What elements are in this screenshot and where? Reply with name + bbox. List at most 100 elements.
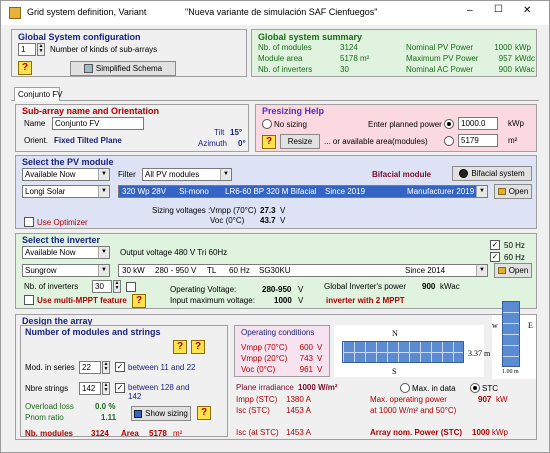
help-icon[interactable]: ? [132,294,146,308]
inverter-manufacturer-select[interactable]: Sungrow ▼ [22,264,110,277]
pv-availability-select[interactable]: Available Now ▼ [22,168,110,181]
simplified-schema-button[interactable]: Simplified Schema [70,61,176,76]
area-unit: m² [173,429,183,438]
help-icon[interactable]: ? [262,135,276,149]
close-icon[interactable]: ✕ [523,5,532,16]
series-spinner[interactable]: ▲ ▼ [102,361,110,374]
inverter-availability-select[interactable]: Available Now ▼ [22,246,110,259]
kinds-of-subarrays-input[interactable]: 1 [18,43,36,56]
tab-conjunto-fv[interactable]: Conjunto FV [14,87,62,101]
pnom-value: 1.11 [101,413,117,422]
area-unit: m² [508,136,518,145]
planned-power-input[interactable]: 1000.0 [458,117,498,130]
hz50-label: 50 Hz [504,241,525,250]
isc-value: 1453 A [286,406,311,415]
help-icon[interactable]: ? [173,340,187,354]
nb-inverters-spinner[interactable]: ▲ ▼ [113,280,121,293]
available-area-input[interactable]: 5179 [458,134,498,147]
enter-power-label: Enter planned power [368,120,442,129]
strings-spinner[interactable]: ▲ ▼ [102,382,110,395]
sizing-icon [134,409,143,418]
pv-module-heading: Select the PV module [22,157,114,167]
bifacial-system-button[interactable]: Bifacial system [452,166,532,181]
vmpp-label: Vmpp (70°C) [210,206,257,215]
series-checkbox[interactable]: ✓ [115,362,125,372]
design-heading: Design the array [22,316,93,326]
pv-manufacturer-select[interactable]: Longi Solar ▼ [22,185,110,198]
op-voltage-value: 280-950 [262,285,292,294]
voc-label: Voc (0°C) [210,216,245,225]
no-sizing-radio[interactable] [262,119,272,129]
module-grid [342,341,464,363]
max-input-label: Input maximum voltage: [170,296,255,305]
output-voltage-label: Output voltage 480 V Tri 60Hz [120,248,228,257]
global-config-panel: Global System configuration 1 ▲ ▼ Number … [11,29,247,77]
inverter-open-button[interactable]: Open [494,263,532,278]
op-cond-label: Vmpp (20°C) [241,354,288,363]
op-cond-value: 600 [299,343,313,352]
summary-value: 5178 m² [340,54,370,63]
pnom-label: Pnom ratio [25,413,64,422]
summary-value2: 957 [498,54,512,63]
overload-value: 0.0 % [95,402,116,411]
minimize-icon[interactable]: – [467,5,473,16]
inverter-option-checkbox[interactable] [126,282,136,292]
maximize-icon[interactable]: ☐ [494,4,503,15]
title-bar: Grid system definition, Variant "Nueva v… [1,1,549,25]
strings-between: between 128 and [128,383,190,392]
help-icon[interactable]: ? [191,340,205,354]
help-icon[interactable]: ? [197,406,211,420]
summary-label2: Nominal AC Power [406,65,474,74]
nb-inverters-input[interactable]: 30 [92,280,112,293]
max-op-power-sub: at 1000 W/m² and 50°C) [370,406,457,415]
stc-radio[interactable] [470,383,480,393]
inverter-model-select[interactable]: 30 kW 280 - 950 V TL 60 Hz SG30KU Since … [118,264,488,277]
chevron-down-icon: ▼ [98,265,109,276]
chevron-down-icon: ▼ [476,186,487,197]
hz60-checkbox[interactable]: ✓ [490,252,500,262]
subarray-name-input[interactable]: Conjunto FV [52,117,144,130]
summary-value: 3124 [340,43,358,52]
pv-module-panel: Select the PV module Available Now ▼ Filt… [15,155,537,229]
multi-mppt-checkbox[interactable] [24,295,34,305]
diagram-north: N [392,329,398,338]
multi-mppt-label: Use multi-MPPT feature [37,296,127,305]
kinds-label: Number of kinds of sub-arrays [50,45,158,54]
nom-power-label: Array nom. Power (STC) [370,428,463,437]
subarray-heading: Sub-array name and Orientation [22,106,160,116]
tilt-label: Tilt [214,128,225,137]
kinds-spinner[interactable]: ▲ ▼ [37,43,45,56]
diagram-east: E [528,321,533,330]
help-icon[interactable]: ? [18,61,32,75]
pv-open-button[interactable]: Open [494,184,532,199]
array-diagram: N S 3.37 m [334,325,490,377]
voc-value: 43.7 [260,216,276,225]
summary-value2: 900 [498,65,512,74]
diagram-dimension: 3.37 m [468,349,491,358]
resize-button[interactable]: Resize [280,134,320,149]
tab-strip-line [11,100,539,101]
stc-label: STC [482,384,498,393]
available-area-radio[interactable] [444,136,454,146]
chevron-down-icon: ▼ [476,265,487,276]
pv-filter-select[interactable]: All PV modules ▼ [142,168,232,181]
area-label: Area [121,429,139,438]
max-in-data-radio[interactable] [400,383,410,393]
orient-value[interactable]: Fixed Tilted Plane [54,136,122,145]
modules-strings-heading: Number of modules and strings [25,327,161,337]
show-sizing-button[interactable]: Show sizing [131,406,191,421]
series-input[interactable]: 22 [79,361,101,374]
strings-input[interactable]: 142 [79,382,101,395]
op-cond-unit: V [317,354,323,363]
vmpp-unit: V [280,206,286,215]
global-power-unit: kWac [440,282,460,291]
max-input-value: 1000 [274,296,292,305]
use-optimizer-checkbox[interactable] [24,217,34,227]
planned-power-radio[interactable] [444,119,454,129]
hz50-checkbox[interactable]: ✓ [490,240,500,250]
strings-checkbox[interactable]: ✓ [115,383,125,393]
diagram-south: S [392,367,397,376]
summary-label2: Maximum PV Power [406,54,479,63]
pv-model-select[interactable]: 320 Wp 28V Si-mono LR6-60 BP 320 M Bifac… [118,185,488,198]
hz60-label: 60 Hz [504,253,525,262]
